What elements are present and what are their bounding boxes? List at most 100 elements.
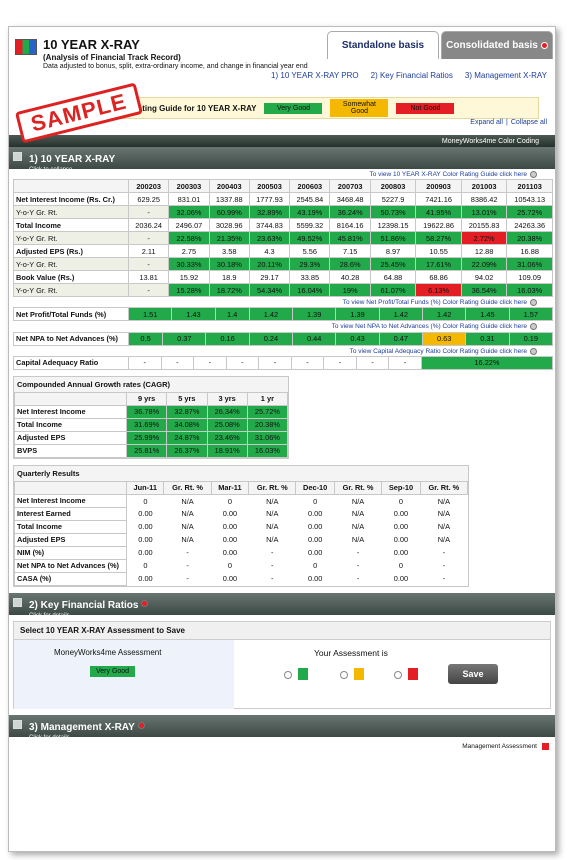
subtitle: (Analysis of Financial Track Record) xyxy=(43,53,181,62)
cell: 2.72% xyxy=(460,231,508,246)
cell: 26.34% xyxy=(206,404,248,419)
cell: 1.4 xyxy=(214,307,250,322)
cell: N/A xyxy=(437,496,451,506)
flag xyxy=(354,667,364,680)
cell: 15.92 xyxy=(168,270,210,285)
cell: N/A xyxy=(351,496,365,506)
cell: 0.16 xyxy=(205,331,250,346)
option[interactable] xyxy=(340,667,372,682)
year-header: 200503 xyxy=(248,179,291,194)
row-label: Y-o-Y Gr. Rt. xyxy=(13,205,129,220)
mw-value: Very Good xyxy=(90,665,136,677)
cell: 4.3 xyxy=(248,244,291,259)
data-row: Adjusted EPS (Rs.) 2.11 2.75 3.58 4.3 5.56 7.1… xyxy=(13,244,553,259)
xray-table: 200203 200303 200403 200503 200603 200703 2008… xyxy=(13,179,553,298)
cell: 15.28% xyxy=(168,283,210,298)
cell: 2036.24 xyxy=(127,218,170,233)
data-row: Y-o-Y Gr. Rt. -32.06% 60.99% 32.89% 43.19% 36… xyxy=(13,205,553,220)
option[interactable] xyxy=(394,667,426,682)
cell: - xyxy=(271,574,274,584)
guide-link[interactable]: To view Net Profit/Total Funds (%) Color… xyxy=(9,297,555,307)
cell: 20.38% xyxy=(506,231,553,246)
cell: 0.00 xyxy=(138,509,153,519)
title: 10 YEAR X-RAY xyxy=(43,37,140,52)
cell: N/A xyxy=(266,522,279,532)
column-header: Gr. Rt. % xyxy=(248,480,297,495)
option[interactable] xyxy=(284,667,316,682)
data-row: Net NPA to Net Advances (%) 0 - 0 - 0 - 0 - xyxy=(14,558,468,573)
cell: 12398.15 xyxy=(369,218,417,233)
cell: 0.00 xyxy=(307,509,323,519)
tab[interactable]: Consolidated basis xyxy=(441,31,553,59)
color-bar: MoneyWorks4me Color Coding xyxy=(9,135,555,147)
cell: 0.5 xyxy=(127,331,164,346)
guide-link[interactable]: To view Net NPA to Net Advances (%) Colo… xyxy=(9,321,555,331)
color-coding-label: MoneyWorks4me Color Coding xyxy=(441,137,539,145)
link-text: To view Capital Adequacy Ratio Color Rat… xyxy=(349,347,527,355)
link[interactable]: 1) 10 YEAR X-RAY PRO xyxy=(271,71,359,80)
cell: 20.38% xyxy=(246,417,289,432)
cell: 1337.88 xyxy=(208,192,250,207)
cell: - xyxy=(442,548,446,558)
section-title: 2) Key Financial Ratios xyxy=(29,599,139,611)
expand-link[interactable]: Expand all xyxy=(470,119,503,126)
cell: 0.00 xyxy=(307,535,323,545)
tab-label: Consolidated basis xyxy=(446,40,538,51)
cell: 3.58 xyxy=(208,244,250,259)
toggle-icon xyxy=(13,597,22,607)
radio xyxy=(284,670,292,679)
cell: 3744.83 xyxy=(248,218,291,233)
cell: 23.63% xyxy=(248,231,291,246)
flag xyxy=(542,742,549,750)
row-label: Y-o-Y Gr. Rt. xyxy=(13,283,129,298)
ratio-table: Net Profit/Total Funds (%) 1.51 1.43 1.4 1.4… xyxy=(13,307,554,322)
row-label: Total Income xyxy=(14,417,127,432)
cell: 22.09% xyxy=(460,257,508,272)
section-hint: Click for details xyxy=(29,734,70,741)
cell: 51.86% xyxy=(369,231,417,246)
box-title: Quarterly Results xyxy=(14,465,468,481)
cell: 5227.9 xyxy=(369,192,417,207)
flag xyxy=(298,667,308,680)
row-label: Book Value (Rs.) xyxy=(13,270,129,285)
cell: 36.78% xyxy=(125,404,168,419)
xray-section: To view 10 YEAR X-RAY Color Rating Guide… xyxy=(9,169,555,370)
guide-link[interactable]: To view 10 YEAR X-RAY Color Rating Guide… xyxy=(9,169,555,179)
collapse-link[interactable]: Collapse all xyxy=(510,119,547,126)
row-label: Net NPA to Net Advances (%) xyxy=(14,558,127,573)
row-label: Net Interest Income xyxy=(14,493,127,508)
cell: 0.00 xyxy=(307,548,323,558)
cell: N/A xyxy=(437,509,451,519)
link[interactable]: 2) Key Financial Ratios xyxy=(370,71,453,80)
cell: 0.00 xyxy=(138,522,153,532)
section-header[interactable]: 2) Key Financial Ratios Click for detail… xyxy=(9,592,555,619)
expand-collapse: Expand all | Collapse all xyxy=(470,119,547,126)
cell: 0.00 xyxy=(222,509,238,519)
cell: N/A xyxy=(181,496,194,506)
cell: 1.42 xyxy=(378,307,424,322)
cell: 0.00 xyxy=(138,535,153,545)
cell: 45.81% xyxy=(329,231,371,246)
tab[interactable]: Standalone basis xyxy=(327,31,439,59)
cell: 0.00 xyxy=(222,522,238,532)
cell: 0.00 xyxy=(138,574,153,584)
year-header: 201003 xyxy=(460,179,508,194)
cell: 0.00 xyxy=(393,522,409,532)
cell: 0.00 xyxy=(393,535,409,545)
cell: 0.00 xyxy=(222,535,238,545)
cell: 7.15 xyxy=(329,244,371,259)
cell: - xyxy=(127,257,170,272)
link[interactable]: 3) Management X-RAY xyxy=(464,71,547,80)
column-header: 9 yrs xyxy=(125,391,168,406)
section-header[interactable]: 1) 10 YEAR X-RAY Click to collapse xyxy=(9,147,555,173)
your-label: Your Assessment is xyxy=(314,647,388,658)
data-row: Net Profit/Total Funds (%) 1.51 1.43 1.4 1.4… xyxy=(13,307,554,322)
toggle-icon xyxy=(13,152,22,161)
year-header: 200303 xyxy=(168,179,210,194)
guide-link[interactable]: To view Capital Adequacy Ratio Color Rat… xyxy=(9,346,555,356)
save-button[interactable]: Save xyxy=(448,663,498,684)
rating-level: Somewhat Good xyxy=(330,99,389,117)
section-header[interactable]: 3) Management X-RAY Click for details xyxy=(9,714,555,741)
cell: 1.43 xyxy=(171,307,216,322)
cell: - xyxy=(127,205,170,220)
